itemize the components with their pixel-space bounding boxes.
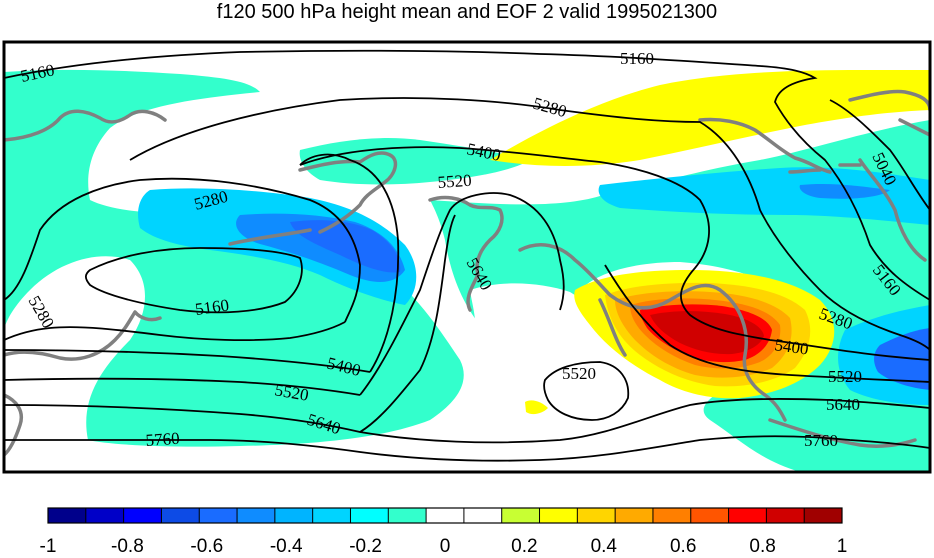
colorbar-swatch: [350, 508, 389, 523]
colorbar-swatch: [690, 508, 729, 523]
coastline-central-america: [598, 298, 627, 357]
coastline-north-america-west: [428, 195, 504, 312]
colorbar-frame: [47, 507, 843, 524]
colorbar-tick-label: -0.8: [111, 536, 144, 557]
contour-5520-east: [604, 264, 930, 383]
shade-blue-east-band: [598, 167, 930, 225]
colorbar-tick-label: 0.2: [511, 536, 538, 557]
contour-label-5520-a: 5520: [437, 171, 472, 192]
colorbar-tick-label: 0.4: [590, 536, 618, 557]
coastline-arctic-west: [4, 109, 167, 142]
colorbar-swatch: [539, 508, 578, 523]
contour-5400: [4, 153, 400, 373]
colorbar-tick-label: 0.6: [669, 536, 697, 557]
coastline-atlantic: [858, 158, 927, 262]
coastline-east-asia: [4, 310, 162, 361]
contour-5400-east: [299, 146, 930, 361]
contour-label-5520-c: 5520: [562, 364, 596, 383]
contour-label-5160-b: 5160: [620, 49, 654, 68]
colorbar-swatch: [199, 508, 238, 523]
coastline-aleutians: [228, 228, 312, 246]
coastline-hudson: [698, 117, 832, 174]
contour-5280: [4, 177, 361, 342]
shade-blue-trough-core: [290, 220, 401, 273]
contour-label-5760-a: 5760: [145, 429, 180, 450]
colorbar-swatch: [312, 508, 351, 523]
colorbar-swatch: [85, 508, 125, 523]
contour-5040: [829, 99, 930, 211]
contour-label-5400-c: 5400: [773, 335, 809, 359]
contour-5520-mid: [359, 192, 565, 396]
shade-blue-southeast-core: [874, 328, 930, 390]
colorbar-tick-label: -1: [39, 536, 57, 557]
contour-5760: [4, 435, 930, 462]
colorbar-swatch: [123, 508, 162, 523]
colorbar-swatch: [652, 508, 692, 523]
contour-5640-east: [359, 397, 930, 444]
contour-5160-north: [4, 49, 930, 301]
coastline-north-america-interior: [518, 243, 787, 422]
contour-label-5760-b: 5760: [804, 431, 838, 450]
contour-5160-west: [84, 247, 303, 314]
contour-5640: [4, 214, 456, 433]
colorbar-swatch: [766, 508, 805, 523]
colorbar: [47, 507, 843, 524]
colorbar-swatch: [501, 508, 540, 523]
contour-label-5640-c: 5640: [826, 395, 860, 414]
shade-white-south: [470, 283, 720, 462]
colorbar-tick-label: -0.4: [269, 536, 303, 557]
shade-blue-east-core: [799, 183, 890, 199]
coastlines: [4, 89, 930, 457]
colorbar-swatch: [237, 508, 276, 523]
colorbar-swatch: [577, 508, 616, 523]
colorbar-tick-label: -0.2: [349, 536, 382, 557]
height-contours: [4, 49, 930, 462]
colorbar-swatch: [463, 508, 503, 523]
colorbar-tick-label: -0.6: [190, 536, 224, 557]
contour-5280-east: [129, 97, 930, 351]
colorbar-swatch: [274, 508, 314, 523]
colorbar-tick-label: 0.8: [749, 536, 776, 557]
colorbar-swatch: [388, 508, 427, 523]
colorbar-swatch: [161, 508, 200, 523]
colorbar-tick-label: 1: [836, 536, 848, 557]
colorbar-swatch: [426, 508, 465, 523]
map-title: f120 500 hPa height mean and EOF 2 valid…: [216, 1, 718, 23]
contour-5520: [4, 377, 361, 396]
colorbar-swatch: [728, 508, 767, 523]
coastline-greenland: [848, 89, 930, 137]
contour-label-5160-c: 5160: [194, 295, 230, 319]
shade-darkred-anomaly: [650, 311, 764, 355]
colorbar-swatch: [804, 508, 843, 523]
colorbar-swatch: [615, 508, 654, 523]
coastline-dash-north: [788, 163, 862, 174]
colorbar-swatch: [48, 508, 87, 523]
shade-yellow-dot: [525, 400, 548, 415]
colorbar-tick-label: 0: [439, 536, 451, 557]
map-frame: [2, 40, 932, 474]
coastline-southeast-asia: [4, 393, 23, 457]
contour-label-5520-d: 5520: [828, 367, 862, 386]
contour-5520-closed: [543, 361, 630, 421]
